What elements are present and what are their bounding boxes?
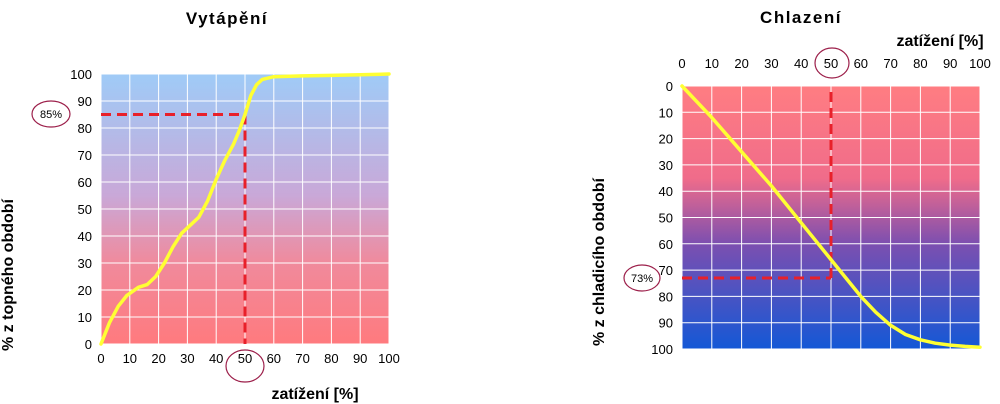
heating-chart: Vytápění 0 10 20 30 40 50 60 70 80 90 100 0 10 20 30 4… <box>0 9 400 403</box>
heat-y-tick-label: 80 <box>78 121 92 136</box>
heating-x-axis-label: zatížení [%] <box>271 386 358 403</box>
cooling-chart: Chlazení zatížení [%] 0 10 20 30 40 50 60 70 80 9… <box>591 8 991 357</box>
heating-title: Vytápění <box>186 9 268 28</box>
cool-x-tick-label: 50 <box>824 56 838 71</box>
cooling-x-axis-label: zatížení [%] <box>896 33 983 50</box>
heat-x-tick-label: 30 <box>180 351 194 366</box>
heat-y-tick-label: 60 <box>78 175 92 190</box>
heat-x-tick-label: 20 <box>151 351 165 366</box>
cooling-y-annotation: 73% <box>623 264 661 292</box>
cool-y-tick-label: 10 <box>659 105 673 120</box>
heating-x-annotation-circle <box>225 349 265 383</box>
cool-y-tick-label: 20 <box>659 132 673 147</box>
cool-x-tick-label: 10 <box>705 56 719 71</box>
heating-x-ticks: 0 10 20 30 40 50 60 70 80 90 100 <box>97 351 399 366</box>
cool-y-tick-label: 70 <box>659 263 673 278</box>
heat-x-tick-label: 10 <box>123 351 137 366</box>
heat-y-tick-label: 0 <box>85 337 92 352</box>
cool-y-tick-label: 50 <box>659 211 673 226</box>
heat-x-tick-label: 70 <box>295 351 309 366</box>
heat-y-tick-label: 10 <box>78 310 92 325</box>
cool-x-tick-label: 70 <box>883 56 897 71</box>
heating-y-annotation-circle <box>31 100 71 128</box>
cool-x-tick-label: 30 <box>764 56 778 71</box>
cooling-y-annotation-label: 73% <box>631 273 653 285</box>
cooling-title: Chlazení <box>760 8 842 27</box>
cooling-y-axis-label: % z chladicího období <box>591 177 608 346</box>
cool-x-tick-label: 80 <box>913 56 927 71</box>
cool-y-tick-label: 90 <box>659 316 673 331</box>
cool-y-tick-label: 60 <box>659 237 673 252</box>
heat-y-tick-label: 50 <box>78 202 92 217</box>
heat-x-tick-label: 60 <box>267 351 281 366</box>
heating-series-line <box>99 72 391 346</box>
heat-x-tick-label: 50 <box>238 351 252 366</box>
heating-guide-lines <box>101 113 247 344</box>
cooling-series-line <box>680 84 982 349</box>
heat-y-tick-label: 70 <box>78 148 92 163</box>
heat-y-tick-label: 100 <box>70 67 92 82</box>
heating-y-ticks: 0 10 20 30 40 50 60 70 80 90 100 <box>70 67 92 352</box>
cool-x-tick-label: 20 <box>734 56 748 71</box>
heat-x-tick-label: 100 <box>378 351 400 366</box>
cooling-x-annotation-circle <box>814 47 850 79</box>
heat-y-tick-label: 30 <box>78 256 92 271</box>
cool-y-tick-label: 80 <box>659 289 673 304</box>
cool-x-tick-label: 90 <box>943 56 957 71</box>
heat-x-tick-label: 0 <box>97 351 104 366</box>
heating-y-annotation-label: 85% <box>40 109 62 121</box>
heat-y-tick-label: 40 <box>78 229 92 244</box>
heat-x-tick-label: 90 <box>353 351 367 366</box>
cooling-x-ticks: 0 10 20 30 40 50 60 70 80 90 100 <box>678 56 990 71</box>
cooling-y-ticks: 0 10 20 30 40 50 60 70 80 90 100 <box>651 79 673 357</box>
heating-y-axis-label: % z topného období <box>0 198 17 351</box>
cool-y-tick-label: 100 <box>651 342 673 357</box>
heat-y-tick-label: 90 <box>78 94 92 109</box>
heat-y-tick-label: 20 <box>78 283 92 298</box>
cooling-y-annotation-circle <box>623 264 661 292</box>
cool-y-tick-label: 30 <box>659 158 673 173</box>
cool-x-tick-label: 40 <box>794 56 808 71</box>
cool-x-tick-label: 100 <box>969 56 991 71</box>
cool-x-tick-label: 0 <box>678 56 685 71</box>
cooling-guide-lines <box>682 86 833 280</box>
heat-x-tick-label: 80 <box>324 351 338 366</box>
cool-y-tick-label: 40 <box>659 184 673 199</box>
cool-y-tick-label: 0 <box>666 79 673 94</box>
heating-y-annotation: 85% <box>31 100 71 128</box>
cool-x-tick-label: 60 <box>854 56 868 71</box>
heat-x-tick-label: 40 <box>209 351 223 366</box>
